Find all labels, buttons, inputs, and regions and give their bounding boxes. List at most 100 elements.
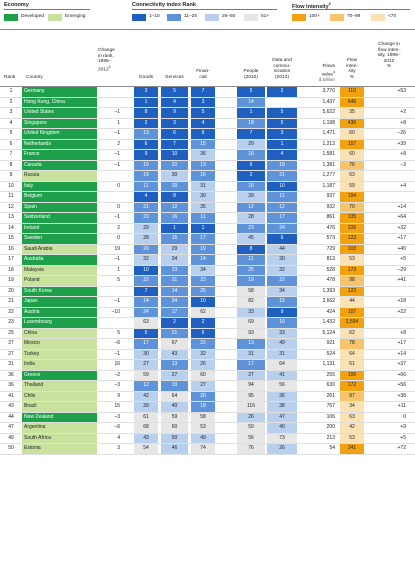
cell-financial: 16	[191, 171, 215, 181]
cell-country: Argentina	[22, 423, 97, 433]
cell-intensity: 35	[340, 108, 364, 118]
cell-services: 5	[161, 87, 188, 97]
cell-people: 59	[237, 423, 265, 433]
cell-ichange: +11	[397, 403, 406, 409]
cell-change: –1	[114, 256, 120, 262]
cell-ichange: +14	[397, 350, 406, 357]
divider	[132, 9, 277, 10]
cell-financial: 31	[191, 181, 215, 191]
cell-goods: 7	[134, 286, 158, 296]
cell-services: 67	[161, 339, 188, 349]
header-line: value4	[304, 70, 335, 78]
cell-services: 4	[161, 97, 188, 107]
legend-item-developed: Developed	[4, 13, 44, 21]
cell-ichange	[372, 171, 406, 181]
cell-change: –6	[114, 340, 120, 346]
cell-flows: 200	[326, 424, 335, 430]
cell-rank: 27	[8, 350, 14, 357]
cell-rank: 36	[8, 382, 14, 388]
cell-data: 30	[267, 255, 297, 265]
cell-rank: 17	[8, 256, 14, 262]
divider	[4, 9, 90, 10]
table-row: 16 Saudi Arabia 19 20 29 19 8 44 729 103 +40	[0, 244, 415, 255]
cell-country: Luxembourg	[22, 318, 97, 328]
cell-rank: 36	[8, 371, 14, 378]
cell-financial: 14	[191, 255, 215, 265]
cell-people: 69	[237, 318, 265, 328]
cell-flows: 1,213	[322, 140, 335, 147]
cell-intensity: 76	[340, 160, 364, 170]
header-line: Flows	[322, 64, 335, 69]
cell-goods: 17	[134, 339, 158, 349]
header-line: Change	[98, 48, 115, 53]
cell-goods: 11	[134, 181, 158, 191]
cell-data: 15	[267, 297, 297, 307]
cell-goods: 16	[134, 160, 158, 170]
cell-goods: 19	[134, 171, 158, 181]
cell-data: 5	[267, 108, 297, 118]
cell-country: Hong Kong, China	[22, 97, 97, 107]
table-row: 44 New Zealand –3 61 59 58 26 47 106 63 0	[0, 412, 415, 423]
cell-flows: 5,124	[322, 329, 335, 336]
cell-services: 12	[161, 202, 188, 212]
cell-services: 14	[161, 286, 188, 296]
legend-label: 100+	[309, 14, 320, 19]
cell-goods: 6	[134, 139, 158, 149]
header-goods: Goods	[138, 75, 154, 80]
cell-ichange: +38	[397, 392, 406, 399]
cell-intensity: 70	[340, 202, 364, 212]
cell-data: 38	[267, 402, 297, 412]
cell-change: 0	[117, 203, 120, 210]
cell-flows: 1,277	[322, 172, 335, 178]
cell-services: 29	[161, 244, 188, 254]
cell-rank: 5	[9, 130, 13, 136]
table-row: 9 Russia 19 30 16 2 21 1,277 63	[0, 171, 415, 182]
header-line: nication	[273, 69, 291, 75]
table-row: 5 United Kingdom –1 13 6 9 7 3 1,471 60 –26	[0, 129, 415, 140]
cell-intensity: 123	[340, 234, 364, 244]
divider	[0, 86, 415, 87]
footnote-mark: 5	[328, 2, 331, 6]
cell-goods: 63	[134, 318, 158, 328]
cell-intensity: 173	[340, 265, 364, 275]
swatch	[330, 13, 344, 21]
cell-people: 56	[237, 433, 265, 443]
cell-change: 16	[114, 361, 120, 367]
legend-item-rank-11-25: 11–25	[167, 13, 197, 21]
cell-ichange: +72	[397, 445, 406, 451]
cell-change: 19	[114, 245, 120, 252]
cell-financial: 35	[191, 202, 215, 212]
cell-people: 18	[237, 118, 265, 128]
cell-people: 94	[237, 381, 265, 391]
cell-flows: 424	[326, 308, 335, 315]
divider	[292, 9, 410, 10]
legend-label: 51+	[261, 14, 270, 19]
cell-goods: 59	[134, 370, 158, 380]
cell-change: 1	[117, 119, 120, 126]
cell-rank: 18	[8, 266, 14, 273]
cell-financial: 19	[191, 244, 215, 254]
cell-country: Mexico	[22, 339, 97, 349]
cell-financial: 10	[191, 297, 215, 307]
cell-services: 2	[161, 318, 188, 328]
cell-flows: 573	[326, 235, 335, 241]
header-rank: Rank	[4, 75, 16, 80]
cell-data: 26	[267, 444, 297, 454]
cell-ichange: +22	[397, 308, 406, 315]
cell-country: Italy	[22, 181, 97, 191]
cell-financial: 6	[191, 328, 215, 338]
cell-people: 27	[237, 370, 265, 380]
cell-goods: 8	[134, 108, 158, 118]
cell-services: 8	[161, 192, 188, 202]
cell-financial: 3	[191, 97, 215, 107]
header-line: 20121	[98, 65, 132, 73]
cell-services: 50	[161, 433, 188, 443]
cell-services: 21	[161, 276, 188, 286]
cell-intensity: 241	[340, 444, 364, 454]
swatch	[292, 13, 306, 21]
header-text: 2012	[98, 67, 109, 73]
cell-data: 49	[267, 339, 297, 349]
cell-services: 46	[161, 444, 188, 454]
cell-change: –1	[114, 161, 120, 168]
cell-people: 19	[237, 276, 265, 286]
